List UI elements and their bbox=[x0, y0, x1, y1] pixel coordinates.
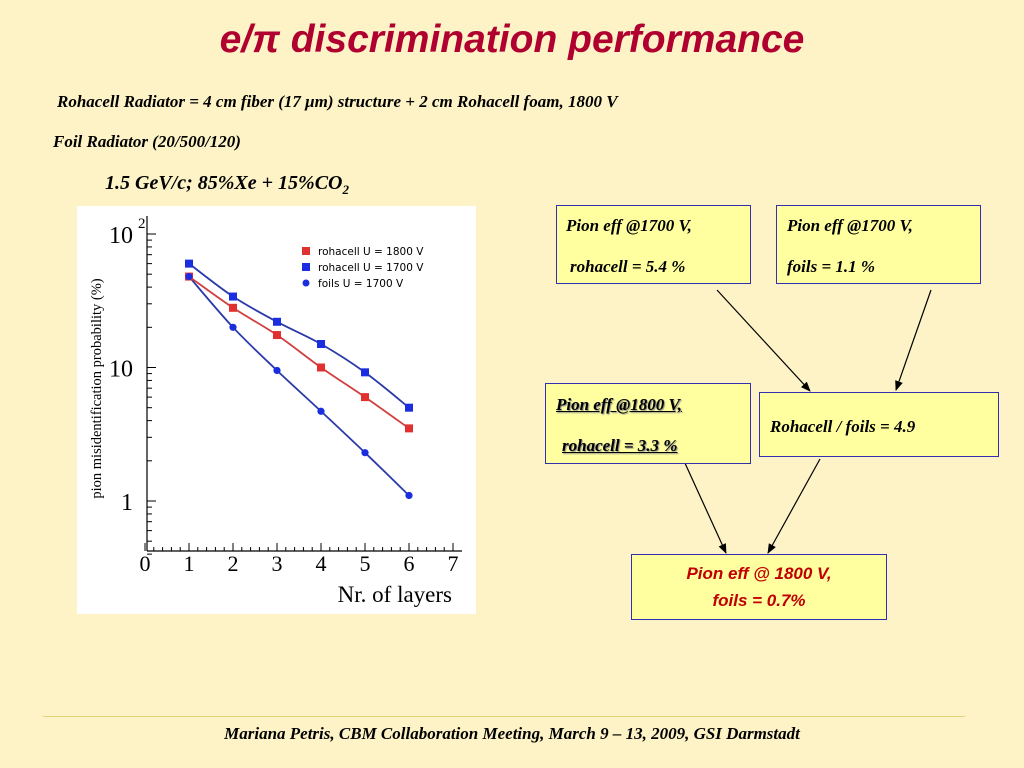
y-tick-superscript: 2 bbox=[138, 216, 146, 232]
data-point bbox=[229, 323, 237, 331]
data-point bbox=[229, 303, 237, 312]
data-point bbox=[405, 403, 413, 412]
rohacell-1700-efficiency-box: Pion eff @1700 V, rohacell = 5.4 % bbox=[556, 205, 751, 284]
ratio-box: Rohacell / foils = 4.9 bbox=[759, 392, 999, 457]
beam-gas-conditions: 1.5 GeV/c; 85%Xe + 15%CO2 bbox=[105, 172, 349, 198]
y-axis-label: pion misidentification probability (%) bbox=[89, 278, 105, 498]
foil-radiator-description: Foil Radiator (20/500/120) bbox=[53, 132, 241, 151]
data-point bbox=[273, 366, 281, 375]
x-tick-label: 6 bbox=[404, 551, 415, 576]
data-point bbox=[317, 407, 325, 415]
data-point bbox=[405, 491, 413, 500]
data-point bbox=[185, 272, 193, 281]
x-tick-label: 3 bbox=[272, 551, 283, 576]
legend-label: rohacell U = 1800 V bbox=[318, 246, 424, 258]
data-point bbox=[405, 424, 413, 433]
x-tick-label: 2 bbox=[228, 551, 239, 576]
box-line: Pion eff @1800 V, bbox=[556, 395, 682, 414]
data-point bbox=[361, 368, 369, 377]
data-point bbox=[317, 363, 325, 372]
x-axis-label: Nr. of layers bbox=[338, 582, 452, 607]
box-line: Pion eff @1700 V, bbox=[787, 216, 913, 235]
data-point bbox=[273, 331, 281, 340]
arrow-rohacell-1700-to-ratio bbox=[716, 289, 811, 392]
box-line: Pion eff @ 1800 V, bbox=[686, 564, 832, 583]
data-point bbox=[229, 292, 237, 301]
x-tick-label: 4 bbox=[316, 551, 327, 576]
box-line: Rohacell / foils = 4.9 bbox=[770, 417, 916, 436]
series-line-3 bbox=[188, 275, 410, 497]
data-point bbox=[273, 317, 281, 326]
arrow-rohacell-1800-to-result bbox=[683, 460, 727, 554]
footer-text: Mariana Petris, CBM Collaboration Meetin… bbox=[224, 724, 800, 743]
box-line: foils = 0.7% bbox=[712, 591, 806, 610]
y-tick-label: 10 bbox=[109, 223, 133, 249]
foils-1700-efficiency-box: Pion eff @1700 V, foils = 1.1 % bbox=[776, 205, 981, 284]
box-line: rohacell = 3.3 % bbox=[562, 436, 678, 455]
data-point bbox=[361, 449, 369, 457]
misidentification-chart: 0 1 2 3 4 5 6 7 10 2 10 1 Nr. of layers pion misident… bbox=[89, 216, 462, 607]
y-tick-label: 10 bbox=[109, 357, 133, 383]
y-tick-label: 1 bbox=[121, 490, 133, 516]
x-tick-label: 1 bbox=[184, 551, 195, 576]
box-line: Pion eff @1700 V, bbox=[566, 216, 692, 235]
plot-panel: 0 1 2 3 4 5 6 7 10 2 10 1 Nr. of layers pion misident… bbox=[77, 206, 476, 614]
data-point bbox=[185, 259, 193, 268]
slide-title: e/π discrimination performance bbox=[219, 18, 805, 61]
box-line: rohacell = 5.4 % bbox=[570, 257, 686, 276]
legend-marker bbox=[302, 263, 310, 271]
foils-1800-result-box: Pion eff @ 1800 V, foils = 0.7% bbox=[631, 554, 887, 620]
box-line: foils = 1.1 % bbox=[787, 257, 876, 276]
beam-gas-conditions-subscript: 2 bbox=[342, 182, 349, 197]
data-point bbox=[361, 393, 369, 402]
legend-label: rohacell U = 1700 V bbox=[318, 262, 424, 274]
x-tick-label: 0 bbox=[140, 551, 151, 576]
data-point bbox=[317, 339, 325, 348]
footer-divider bbox=[43, 716, 965, 717]
beam-gas-conditions-text: 1.5 GeV/c; 85%Xe + 15%CO bbox=[105, 172, 343, 194]
x-tick-label: 5 bbox=[360, 551, 371, 576]
legend-label: foils U = 1700 V bbox=[318, 278, 404, 290]
legend-marker bbox=[302, 247, 310, 255]
rohacell-1800-efficiency-box: Pion eff @1800 V, rohacell = 3.3 % bbox=[545, 383, 751, 464]
x-tick-label: 7 bbox=[448, 551, 459, 576]
arrow-ratio-to-result bbox=[767, 458, 821, 554]
rohacell-radiator-description: Rohacell Radiator = 4 cm fiber (17 μm) s… bbox=[57, 92, 618, 111]
arrow-foils-1700-to-ratio bbox=[895, 289, 932, 391]
legend-marker bbox=[302, 279, 310, 287]
